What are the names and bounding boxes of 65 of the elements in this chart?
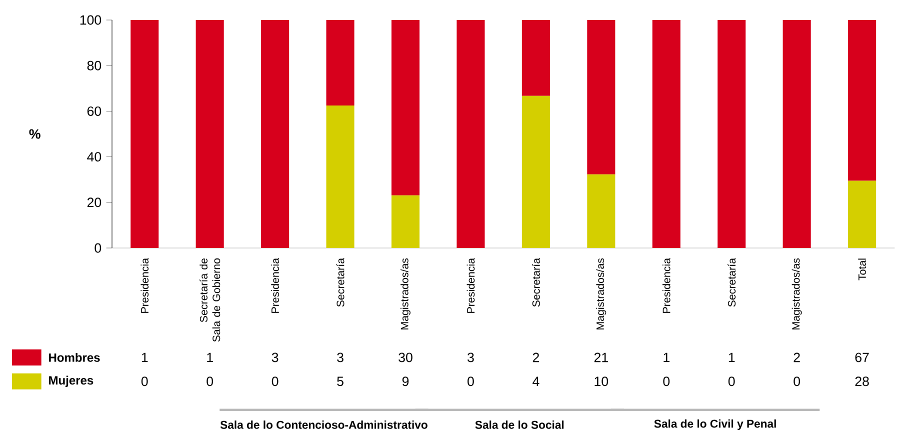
text: 21 — [594, 352, 608, 362]
bar — [456, 20, 485, 248]
text: 0 — [272, 376, 278, 386]
text: 9 — [402, 376, 409, 386]
text: Sala de lo Social — [475, 420, 564, 429]
y-tick-label: 80 — [87, 60, 102, 70]
text: 0 — [728, 376, 735, 386]
x-tick-label: Magistrados/as — [792, 258, 802, 330]
legend-label: Mujeres — [49, 376, 94, 387]
x-tick-label: Secretaría — [728, 258, 736, 307]
text: 1 — [142, 352, 148, 362]
y-tick-label: 60 — [87, 106, 102, 116]
x-tick-label: Presidencia — [466, 258, 475, 313]
text: 2 — [532, 352, 539, 362]
text: 67 — [855, 352, 869, 362]
bar — [130, 20, 159, 248]
text: 2 — [794, 352, 800, 362]
x-tick-label: Magistrados/as — [596, 258, 606, 330]
x-tick-label: Presidencia — [662, 258, 670, 313]
text: 0 — [206, 376, 214, 386]
bar — [522, 96, 550, 248]
y-axis-title: % — [29, 129, 40, 139]
text: 5 — [337, 376, 344, 386]
y-tick-label: 0 — [94, 243, 102, 253]
bar — [522, 20, 550, 96]
legend-label: Hombres — [49, 352, 100, 362]
x-tick-label: Total — [858, 258, 866, 280]
bar — [326, 105, 354, 248]
text: 1 — [728, 352, 735, 362]
bar — [587, 174, 616, 248]
text: 4 — [532, 376, 540, 386]
text: 3 — [272, 352, 278, 362]
text: 1 — [207, 352, 213, 362]
y-tick-label: 100 — [80, 15, 102, 25]
y-tick-label: 40 — [87, 152, 102, 162]
text: 1 — [664, 352, 670, 362]
text: 10 — [594, 376, 608, 386]
y-tick-label: 20 — [87, 198, 102, 207]
bar — [652, 20, 680, 248]
bar — [261, 20, 290, 248]
bar — [782, 20, 811, 248]
bar — [326, 20, 354, 106]
bar — [196, 20, 224, 248]
x-tick-label: Secretaría de Sala de Gobierno — [200, 258, 220, 342]
text: Sala de lo Contencioso-Administrativo — [220, 420, 428, 429]
text: 3 — [337, 352, 344, 362]
bar — [848, 20, 876, 181]
text: 28 — [855, 376, 869, 386]
text: Sala de lo Civil y Penal — [654, 419, 776, 430]
text: 30 — [398, 352, 412, 362]
bar — [587, 20, 616, 174]
x-tick-label: Secretaría — [532, 258, 540, 307]
x-tick-label: Magistrados/as — [400, 258, 410, 330]
x-tick-label: Presidencia — [140, 258, 149, 313]
text: 0 — [663, 376, 670, 386]
bar — [391, 195, 420, 248]
text: 0 — [794, 376, 800, 386]
bar — [848, 180, 876, 248]
text: 0 — [141, 376, 148, 386]
bar — [391, 20, 420, 196]
bar — [718, 20, 746, 248]
x-tick-label: Presidencia — [271, 258, 279, 313]
text: 0 — [468, 376, 474, 386]
text: 3 — [468, 352, 474, 362]
x-tick-label: Secretaría — [336, 258, 344, 307]
